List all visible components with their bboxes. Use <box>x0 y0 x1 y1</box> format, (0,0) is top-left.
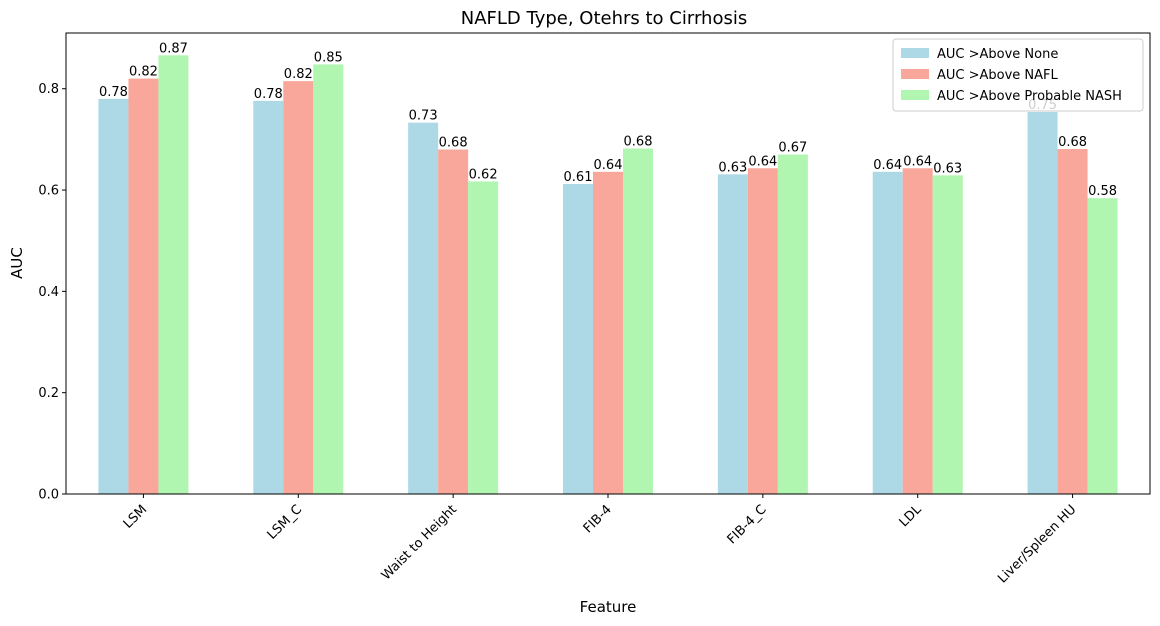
data-label: 0.78 <box>99 85 128 100</box>
bar <box>468 181 499 494</box>
bar <box>408 122 439 495</box>
bar <box>253 100 284 494</box>
y-axis-label: AUC <box>8 247 26 279</box>
x-tick-label: FIB-4_C <box>725 502 770 547</box>
y-tick-label: 0.4 <box>38 285 59 300</box>
legend-box <box>892 38 1144 112</box>
y-tick-label: 0.0 <box>38 488 59 503</box>
data-label: 0.64 <box>873 158 902 173</box>
bar <box>902 168 933 494</box>
data-label: 0.62 <box>469 167 498 182</box>
bar <box>593 171 623 495</box>
bar <box>932 175 963 494</box>
bar <box>623 148 653 494</box>
y-tick-label: 0.6 <box>38 184 59 199</box>
data-label: 0.64 <box>748 154 777 169</box>
legend-swatch <box>901 90 929 100</box>
y-tick-label: 0.8 <box>38 82 59 97</box>
data-label: 0.58 <box>1088 184 1117 199</box>
x-axis-label: Feature <box>580 598 637 616</box>
data-label: 0.82 <box>129 65 158 80</box>
bar <box>563 183 593 494</box>
data-label: 0.67 <box>778 141 807 156</box>
x-tick-label: Waist to Height <box>379 502 460 583</box>
data-label: 0.63 <box>718 160 747 175</box>
bar <box>717 174 748 495</box>
data-label: 0.68 <box>624 135 653 150</box>
bar <box>438 149 469 494</box>
legend-entry: AUC >Above None <box>937 47 1058 62</box>
bar <box>283 81 314 494</box>
y-tick-label: 0.2 <box>38 386 59 401</box>
bar <box>98 98 129 494</box>
bar <box>1027 112 1058 495</box>
bar <box>1057 149 1088 494</box>
legend-entry: AUC >Above NAFL <box>937 68 1059 83</box>
data-label: 0.85 <box>314 50 343 65</box>
bar <box>128 78 159 494</box>
bar <box>1087 198 1118 494</box>
data-label: 0.78 <box>254 87 283 102</box>
plot-area: 0.780.780.730.610.630.640.750.820.820.68… <box>38 32 1151 586</box>
data-label: 0.68 <box>439 136 468 151</box>
bar <box>313 64 344 495</box>
chart-title: NAFLD Type, Otehrs to Cirrhosis <box>461 8 747 29</box>
data-label: 0.82 <box>284 67 313 82</box>
x-tick-label: Liver/Spleen HU <box>995 502 1079 586</box>
bar <box>747 168 778 494</box>
x-tick-label: LSM_C <box>265 502 306 543</box>
x-tick-label: FIB-4 <box>581 502 615 536</box>
x-tick-label: LDL <box>897 502 925 530</box>
data-label: 0.73 <box>409 109 438 124</box>
bar <box>872 171 903 495</box>
legend-swatch <box>901 48 929 58</box>
bar <box>158 55 189 495</box>
data-label: 0.64 <box>594 158 623 173</box>
x-tick-label: LSM <box>121 502 150 531</box>
data-label: 0.63 <box>933 161 962 176</box>
legend-swatch <box>901 69 929 79</box>
bar <box>777 154 808 495</box>
data-label: 0.64 <box>903 154 932 169</box>
data-label: 0.61 <box>564 170 593 185</box>
legend-entry: AUC >Above Probable NASH <box>937 89 1122 104</box>
data-label: 0.87 <box>159 41 188 56</box>
data-label: 0.68 <box>1058 135 1087 150</box>
legend: AUC >Above None AUC >Above NAFL AUC >Above… <box>892 38 1144 112</box>
